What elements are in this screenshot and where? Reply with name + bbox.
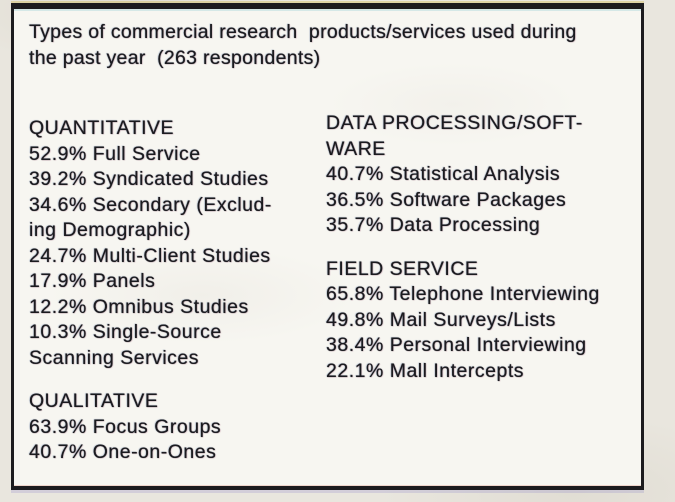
- stat-line: 39.2% Syndicated Studies: [29, 168, 269, 190]
- stats-box: Types of commercial research products/se…: [11, 3, 644, 490]
- section-header-qualitative: QUALITATIVE: [29, 390, 159, 412]
- section-header-field-service: FIELD SERVICE: [326, 257, 479, 280]
- stat-line: 34.6% Secondary (Exclud-: [29, 193, 272, 216]
- stat-line: 40.7% Statistical Analysis: [326, 163, 561, 185]
- stat-line: 22.1% Mall Intercepts: [326, 359, 525, 382]
- section-header-quantitative: QUANTITATIVE: [29, 117, 175, 139]
- stat-line: 24.7% Multi-Client Studies: [29, 244, 271, 267]
- right-column: DATA PROCESSING/SOFT- WARE 40.7% Statist…: [326, 111, 629, 484]
- section-qualitative: QUALITATIVE 63.9% Focus Groups 40.7% One…: [29, 389, 326, 466]
- stat-line: Scanning Services: [29, 346, 200, 369]
- stat-line: 40.7% One-on-Ones: [29, 441, 217, 463]
- box-title: Types of commercial research products/se…: [29, 21, 577, 69]
- stat-line: 10.3% Single-Source: [29, 321, 222, 343]
- stat-line: 38.4% Personal Interviewing: [326, 334, 587, 356]
- stat-line: 65.8% Telephone Interviewing: [326, 283, 600, 305]
- stat-line: 63.9% Focus Groups: [29, 415, 222, 438]
- stat-line: 17.9% Panels: [29, 270, 156, 292]
- columns: QUANTITATIVE 52.9% Full Service 39.2% Sy…: [29, 111, 629, 484]
- left-column: QUANTITATIVE 52.9% Full Service 39.2% Sy…: [29, 111, 326, 484]
- stat-line: ing Demographic): [29, 219, 191, 241]
- stat-line: 36.5% Software Packages: [326, 188, 567, 211]
- stat-line: 12.2% Omnibus Studies: [29, 295, 249, 318]
- stat-line: 49.8% Mail Surveys/Lists: [326, 308, 556, 331]
- stat-line: 35.7% Data Processing: [326, 214, 541, 236]
- stat-line: 52.9% Full Service: [29, 142, 201, 165]
- section-data-processing-software: DATA PROCESSING/SOFT- WARE 40.7% Statist…: [326, 111, 629, 239]
- section-header-data-processing-software: DATA PROCESSING/SOFT- WARE: [326, 112, 583, 160]
- section-quantitative: QUANTITATIVE 52.9% Full Service 39.2% Sy…: [29, 116, 326, 371]
- section-field-service: FIELD SERVICE 65.8% Telephone Interviewi…: [326, 257, 629, 385]
